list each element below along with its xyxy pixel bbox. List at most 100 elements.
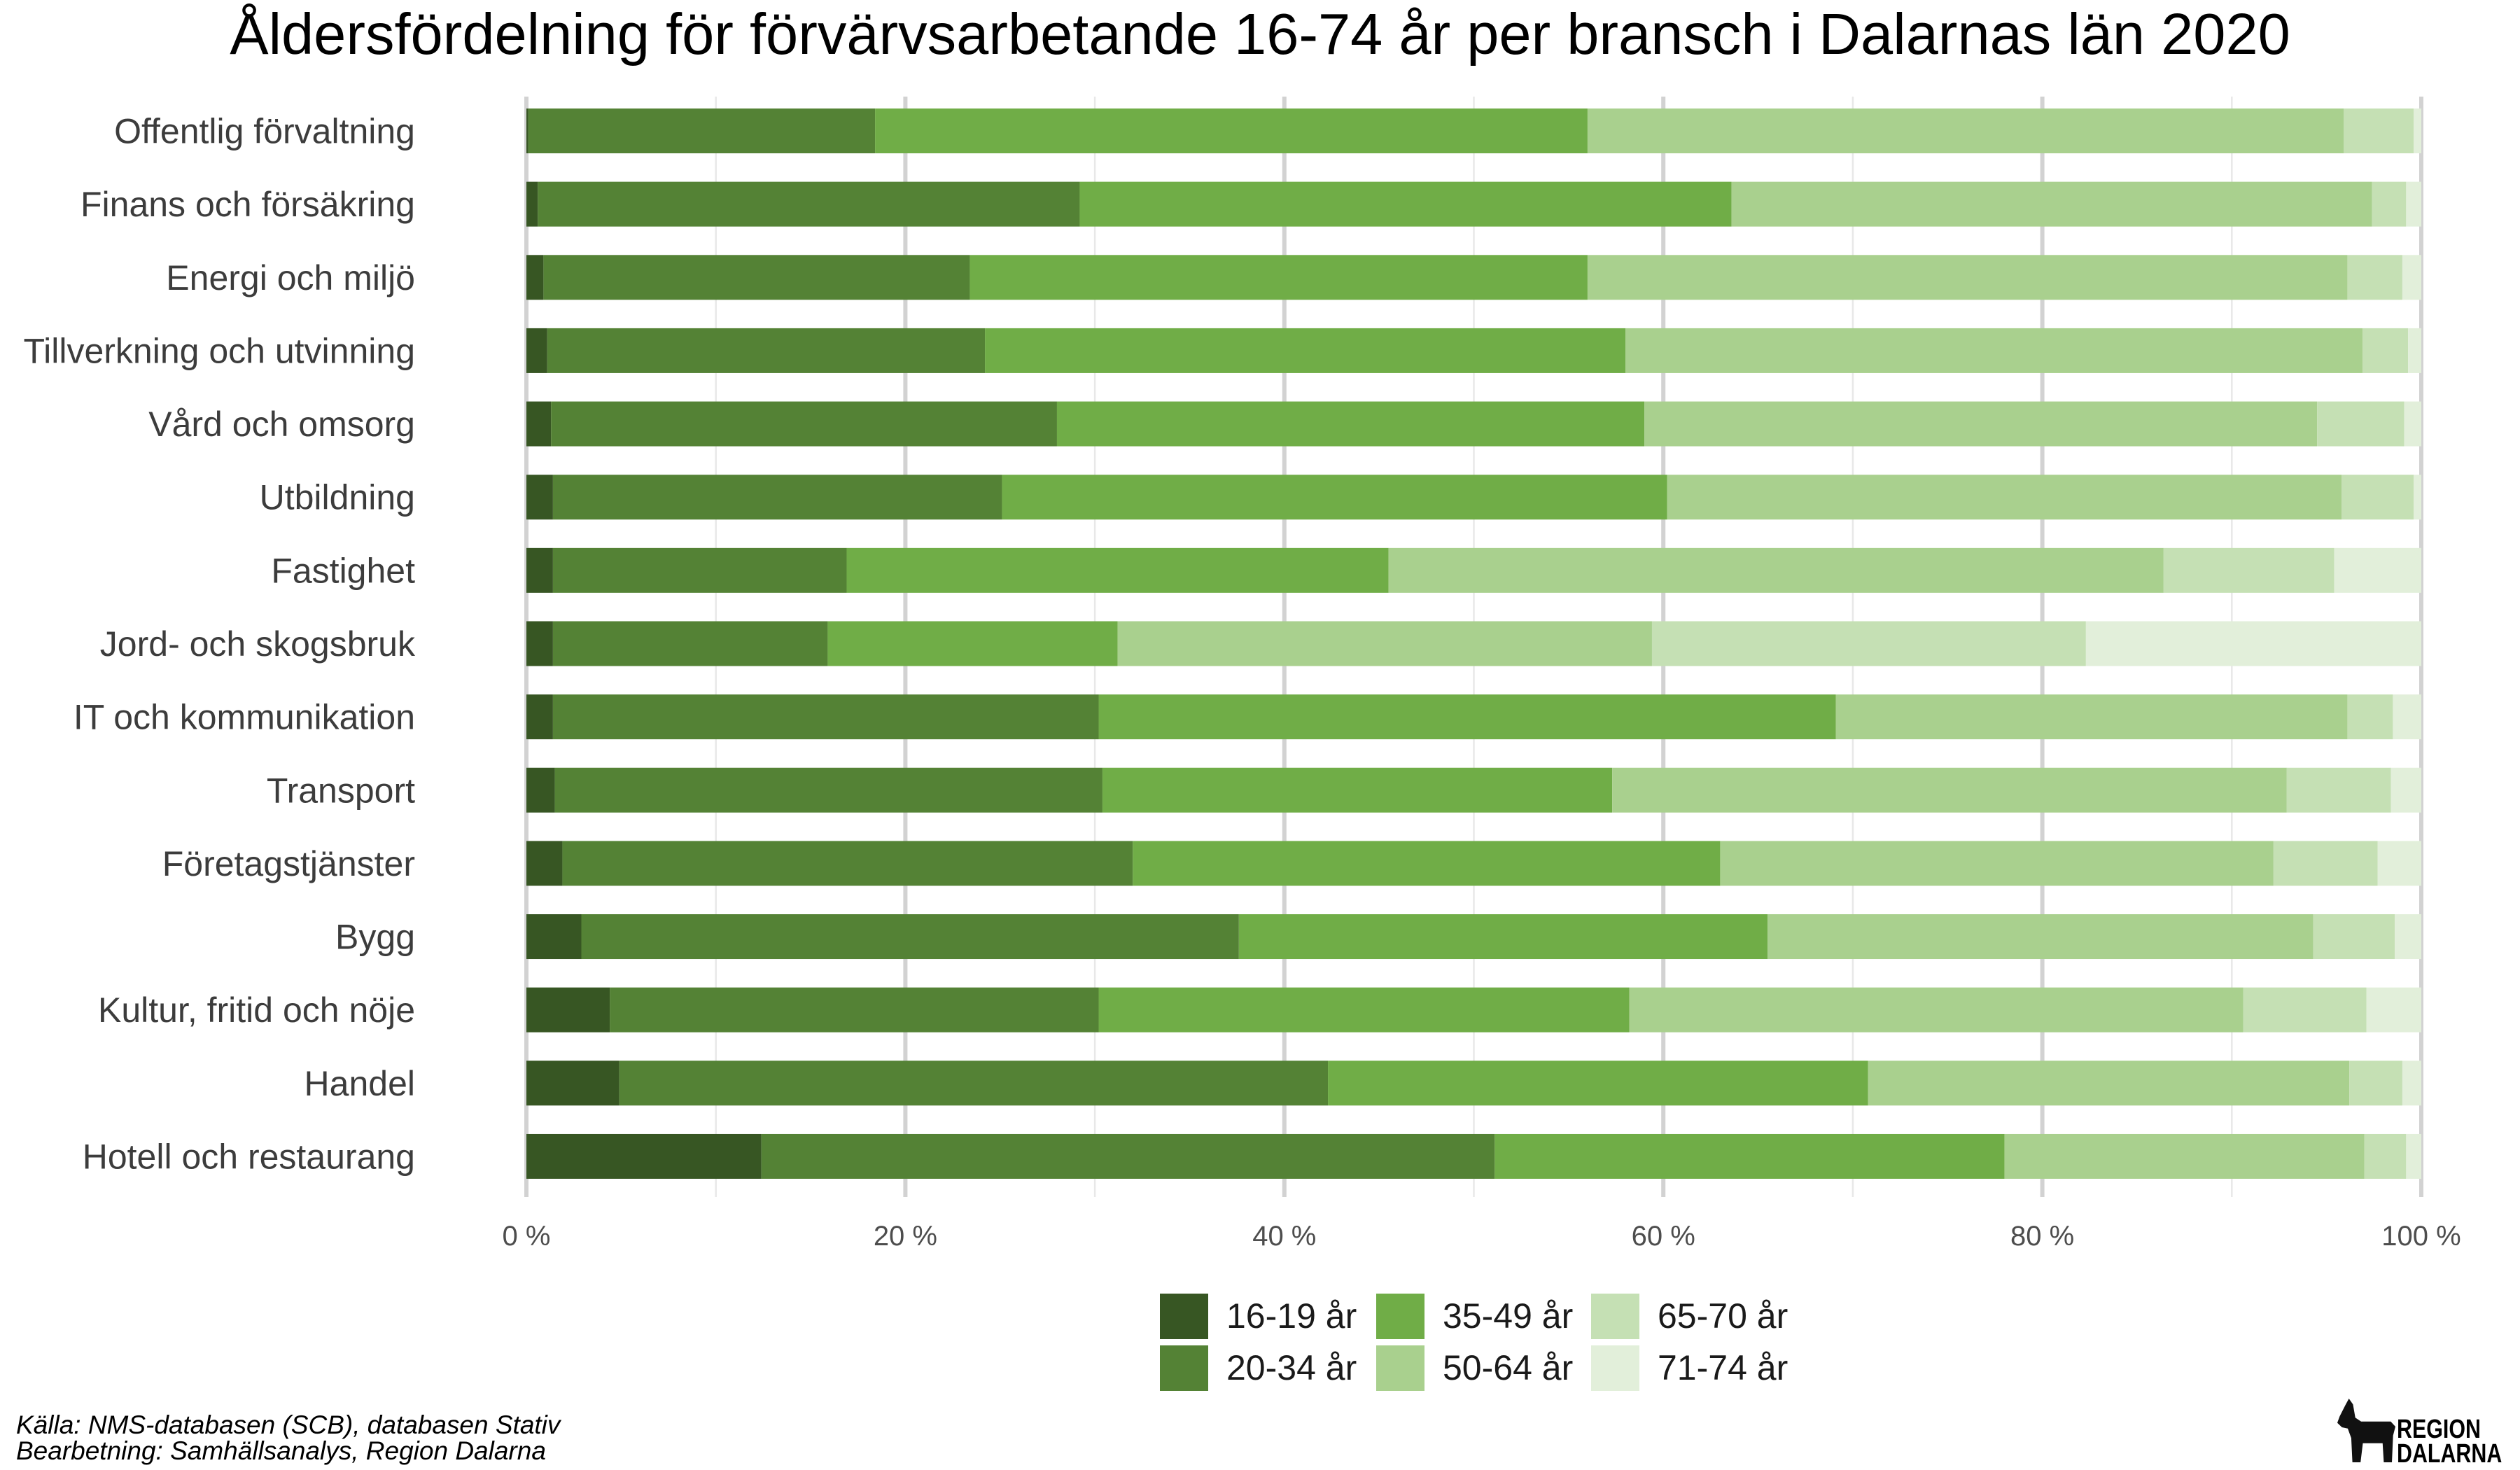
- chart-title: Åldersfördelning för förvärvsarbetande 1…: [230, 1, 2290, 66]
- bar-segment: [1720, 841, 2274, 886]
- x-tick-label: 80 %: [2010, 1221, 2074, 1252]
- bar-segment: [1133, 841, 1721, 886]
- bar-segment: [2163, 547, 2334, 593]
- bar-segment: [552, 621, 828, 666]
- bar-segment: [1625, 328, 2363, 373]
- bar-segment: [526, 547, 553, 593]
- processing-text: Bearbetning: Samhällsanalys, Region Dala…: [16, 1436, 546, 1465]
- bar-segment: [547, 328, 986, 373]
- bar-segment: [969, 255, 1588, 300]
- bar-segment: [552, 547, 847, 593]
- y-category-label: Hotell och restaurang: [83, 1137, 415, 1176]
- bar-segment: [526, 987, 610, 1032]
- legend-item: 35-49 år: [1376, 1294, 1591, 1345]
- bar-segment: [543, 255, 970, 300]
- bar-segment: [1835, 694, 2348, 740]
- bar-segment: [2402, 1060, 2421, 1106]
- legend-label: 16-19 år: [1226, 1296, 1357, 1336]
- legend-item: 71-74 år: [1591, 1345, 1788, 1397]
- bar-segment: [2377, 841, 2421, 886]
- bar-segment: [619, 1060, 1329, 1106]
- y-category-label: Företagstjänster: [162, 844, 415, 883]
- bar-segment: [2366, 987, 2421, 1032]
- bar-segment: [2004, 1133, 2365, 1179]
- y-category-label: Vård och omsorg: [148, 405, 415, 444]
- bar-segment: [846, 547, 1389, 593]
- bar-segment: [1868, 1060, 2350, 1106]
- logo-line-region: REGION: [2397, 1415, 2481, 1444]
- bar-segment: [2334, 547, 2421, 593]
- bar-segment: [2414, 475, 2421, 520]
- bar-segment: [1098, 987, 1630, 1032]
- legend-item: 16-19 år: [1160, 1294, 1376, 1345]
- source-text: Källa: NMS-databasen (SCB), databasen St…: [16, 1410, 561, 1439]
- dala-horse-icon: [2337, 1399, 2395, 1462]
- legend-label: 65-70 år: [1658, 1296, 1788, 1336]
- bar-segment: [526, 914, 582, 960]
- bar-segment: [1328, 1060, 1868, 1106]
- legend-swatch: [1376, 1294, 1424, 1339]
- bar-segment: [2406, 181, 2421, 227]
- y-category-label: IT och kommunikation: [74, 698, 415, 737]
- bar-segment: [2273, 841, 2378, 886]
- bar-segment: [1102, 767, 1613, 813]
- bar-segment: [610, 987, 1099, 1032]
- y-category-label: Fastighet: [271, 551, 415, 590]
- bar-segment: [1587, 108, 2344, 153]
- bar-segment: [526, 621, 553, 666]
- bar-segment: [528, 108, 876, 153]
- bar-segment: [985, 328, 1626, 373]
- bar-segment: [1644, 401, 2318, 447]
- y-category-label: Offentlig förvaltning: [114, 112, 415, 151]
- legend-item: 50-64 år: [1376, 1345, 1591, 1397]
- bars: [526, 108, 2421, 1179]
- legend-label: 71-74 år: [1658, 1348, 1788, 1387]
- bar-segment: [2395, 914, 2421, 960]
- bar-segment: [526, 694, 553, 740]
- bar-segment: [827, 621, 1118, 666]
- bar-segment: [2243, 987, 2367, 1032]
- legend-swatch: [1160, 1345, 1208, 1391]
- bar-segment: [1667, 475, 2342, 520]
- x-tick-label: 40 %: [1252, 1221, 1316, 1252]
- bar-segment: [526, 841, 563, 886]
- y-category-label: Transport: [267, 771, 415, 810]
- y-category-label: Finans och försäkring: [80, 185, 415, 224]
- bar-segment: [552, 694, 1099, 740]
- bar-segment: [526, 328, 547, 373]
- bar-segment: [1098, 694, 1836, 740]
- y-category-label: Kultur, fritid och nöje: [98, 990, 415, 1030]
- bar-segment: [526, 108, 528, 153]
- bar-segment: [2372, 181, 2407, 227]
- bar-segment: [1629, 987, 2244, 1032]
- bar-segment: [2347, 255, 2402, 300]
- bar-segment: [2390, 767, 2421, 813]
- legend-item: 65-70 år: [1591, 1294, 1788, 1345]
- x-tick-label: 60 %: [1632, 1221, 1695, 1252]
- bar-segment: [2286, 767, 2391, 813]
- bar-segment: [1587, 255, 2348, 300]
- bar-segment: [2342, 475, 2414, 520]
- y-category-label: Handel: [304, 1064, 415, 1103]
- legend-label: 20-34 år: [1226, 1348, 1357, 1387]
- bar-segment: [1731, 181, 2372, 227]
- bar-segment: [1117, 621, 1652, 666]
- bar-segment: [2317, 401, 2404, 447]
- bar-segment: [526, 1133, 762, 1179]
- bar-segment: [1056, 401, 1645, 447]
- bar-segment: [1002, 475, 1667, 520]
- bar-segment: [875, 108, 1588, 153]
- x-tick-label: 0 %: [503, 1221, 551, 1252]
- y-category-label: Bygg: [335, 918, 415, 957]
- bar-segment: [2349, 1060, 2402, 1106]
- bar-segment: [1768, 914, 2314, 960]
- bar-segment: [761, 1133, 1495, 1179]
- x-tick-label: 100 %: [2381, 1221, 2460, 1252]
- region-dalarna-logo: REGION DALARNA: [2397, 1415, 2502, 1467]
- bar-segment: [1388, 547, 2164, 593]
- y-axis-labels: Offentlig förvaltning Finans och försäkri…: [23, 112, 416, 1177]
- bar-segment: [581, 914, 1239, 960]
- bar-segment: [1238, 914, 1768, 960]
